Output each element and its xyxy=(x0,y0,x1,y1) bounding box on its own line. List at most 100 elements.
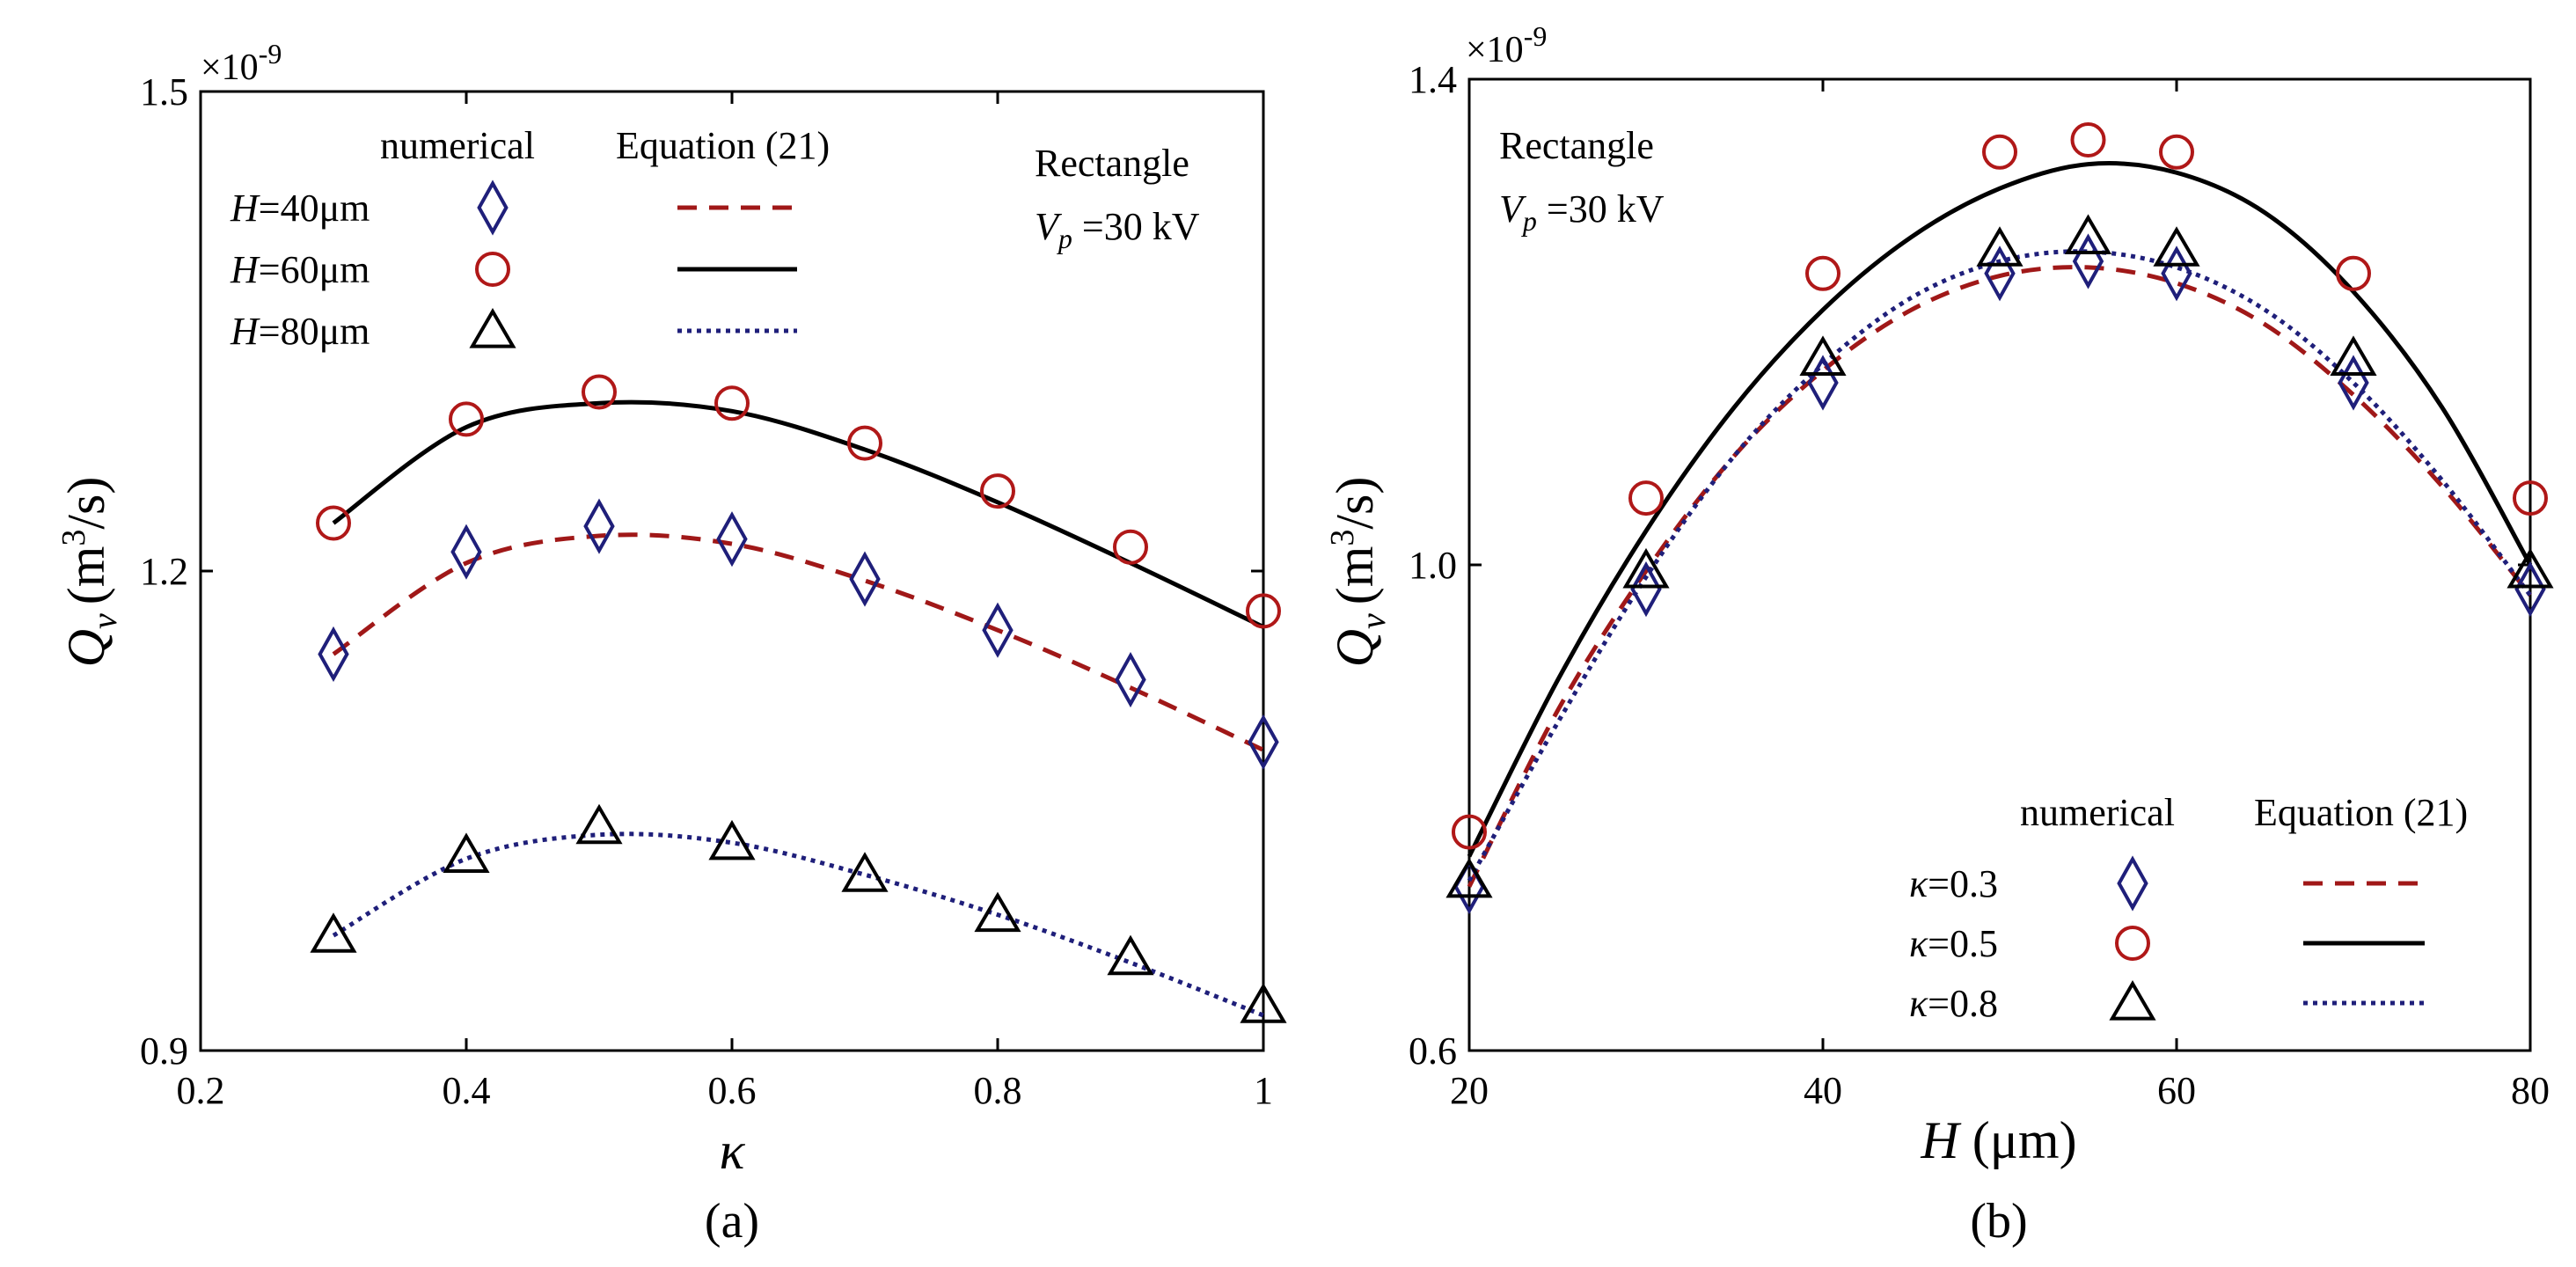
legend-marker-b-1 xyxy=(2115,926,2150,961)
data-point-a-1 xyxy=(847,425,882,461)
data-point-a-0 xyxy=(716,511,748,568)
series-line-b-0 xyxy=(1467,265,2532,888)
data-point-b-2 xyxy=(2506,547,2554,589)
legend-label-b-1: κ=0.5 xyxy=(1909,922,1998,965)
data-point-b-0 xyxy=(2338,355,2369,411)
legend-header-numerical-a: numerical xyxy=(380,124,535,167)
data-point-b-2 xyxy=(1445,857,1493,898)
sci-multiplier-b: ×10-9 xyxy=(1466,20,1547,70)
data-point-b-1 xyxy=(1805,255,1841,291)
x-axis-label-a: κ xyxy=(720,1122,746,1180)
legend-marker-b-2 xyxy=(2109,980,2156,1021)
chart-a: 0.2 0.4 0.6 0.8 1 0.9 1.2 1.5 ×10-9 Qv(m3/s) κ… xyxy=(55,38,1287,1249)
data-point-a-1 xyxy=(1246,593,1281,629)
x-tick-label: 20 xyxy=(1450,1069,1489,1112)
x-tick-label: 1 xyxy=(1254,1069,1273,1112)
series-lines-a xyxy=(332,399,1265,1018)
data-point-a-2 xyxy=(841,852,889,892)
x-tick-label: 0.2 xyxy=(177,1069,225,1112)
series-line-a-2 xyxy=(332,831,1264,1018)
annotation-shape-b: Rectangle xyxy=(1499,124,1654,167)
x-tick-label: 0.4 xyxy=(443,1069,491,1112)
y-tick-labels-a: 0.9 1.2 1.5 xyxy=(140,70,1263,1073)
y-tick-labels-b: 0.6 1.0 1.4 xyxy=(1409,58,2530,1073)
series-line-a-0 xyxy=(332,532,1265,752)
data-point-a-2 xyxy=(974,891,1021,933)
legend-label-a-1: H=60μm xyxy=(230,248,370,291)
legend-marker-b-0 xyxy=(2117,855,2148,912)
y-tick-label: 1.2 xyxy=(140,550,188,593)
legend-header-equation-a: Equation (21) xyxy=(616,124,830,167)
data-point-a-2 xyxy=(1107,934,1154,976)
sci-multiplier-a: ×10-9 xyxy=(201,38,282,88)
legend-label-a-2: H=80μm xyxy=(230,310,370,353)
x-tick-label: 40 xyxy=(1804,1069,1842,1112)
data-point-a-1 xyxy=(714,385,750,421)
data-point-a-0 xyxy=(982,602,1014,658)
legend-label-a-0: H=40μm xyxy=(230,187,370,230)
series-markers-b xyxy=(1445,122,2554,915)
x-tick-label: 80 xyxy=(2511,1069,2550,1112)
data-point-b-1 xyxy=(1982,134,2017,170)
series-markers-a xyxy=(310,374,1287,1023)
y-tick-label: 0.6 xyxy=(1409,1029,1457,1073)
legend-b: κ=0.3 κ=0.5 κ=0.8 xyxy=(1909,855,2425,1025)
y-axis-label-b: Qv(m3/s) xyxy=(1324,477,1393,668)
data-point-a-2 xyxy=(708,819,756,861)
data-point-a-0 xyxy=(318,626,349,683)
chart-b: 20 40 60 80 0.6 1.0 1.4 ×10-9 Qv(m3/s) H (μm)… xyxy=(1324,20,2554,1249)
data-point-a-0 xyxy=(450,524,482,580)
data-point-a-2 xyxy=(1240,983,1287,1023)
data-point-a-1 xyxy=(1113,529,1148,565)
legend-header-numerical-b: numerical xyxy=(2020,791,2175,834)
y-tick-label: 1.4 xyxy=(1409,58,1457,101)
x-tick-labels-b: 20 40 60 80 xyxy=(1450,79,2550,1112)
legend-label-b-0: κ=0.3 xyxy=(1909,862,1998,905)
series-line-b-2 xyxy=(1467,249,2532,883)
data-point-a-1 xyxy=(449,401,484,437)
x-tick-label: 0.8 xyxy=(974,1069,1022,1112)
data-point-b-1 xyxy=(2070,122,2106,157)
data-point-a-1 xyxy=(316,505,351,541)
panel-label-a: (a) xyxy=(705,1194,759,1249)
data-point-b-1 xyxy=(2336,255,2371,291)
series-line-b-1 xyxy=(1467,161,2533,858)
data-point-b-0 xyxy=(1807,355,1839,411)
data-point-b-1 xyxy=(2159,134,2194,170)
data-point-a-2 xyxy=(575,803,623,845)
y-tick-label: 1.0 xyxy=(1409,544,1457,587)
x-tick-label: 0.6 xyxy=(708,1069,757,1112)
legend-header-equation-b: Equation (21) xyxy=(2254,791,2468,834)
legend-marker-a-0 xyxy=(477,179,509,236)
data-point-b-2 xyxy=(2330,335,2377,376)
series-line-a-1 xyxy=(332,399,1265,629)
data-point-a-1 xyxy=(980,473,1015,509)
x-axis-label-b: H (μm) xyxy=(1920,1111,2076,1169)
data-point-b-2 xyxy=(1799,335,1847,376)
data-point-b-1 xyxy=(1628,480,1664,516)
legend-marker-a-1 xyxy=(475,252,510,287)
data-point-a-0 xyxy=(1115,651,1146,708)
y-axis-label-a: Qv(m3/s) xyxy=(55,477,124,668)
legend-label-b-2: κ=0.8 xyxy=(1909,982,1998,1025)
annotation-shape-a: Rectangle xyxy=(1035,142,1189,185)
data-point-a-0 xyxy=(583,498,615,554)
data-point-b-2 xyxy=(1976,226,2023,267)
data-point-b-0 xyxy=(2161,245,2192,302)
x-tick-label: 60 xyxy=(2157,1069,2196,1112)
data-point-a-0 xyxy=(849,551,881,607)
panel-label-b: (b) xyxy=(1970,1194,2027,1249)
annotation-voltage-b: Vp =30 kV xyxy=(1499,187,1665,237)
data-point-b-2 xyxy=(1622,547,1670,589)
data-point-b-1 xyxy=(2513,480,2548,516)
data-point-a-0 xyxy=(1248,714,1279,770)
legend-a: H=40μm H=60μm H=80μm xyxy=(230,179,797,353)
data-point-a-1 xyxy=(582,374,617,410)
series-lines-b xyxy=(1467,161,2533,888)
annotation-voltage-a: Vp =30 kV xyxy=(1035,205,1200,254)
data-point-b-0 xyxy=(2072,233,2104,289)
y-tick-label: 1.5 xyxy=(140,70,188,114)
data-point-b-1 xyxy=(1452,814,1487,850)
data-point-b-2 xyxy=(2153,226,2200,267)
